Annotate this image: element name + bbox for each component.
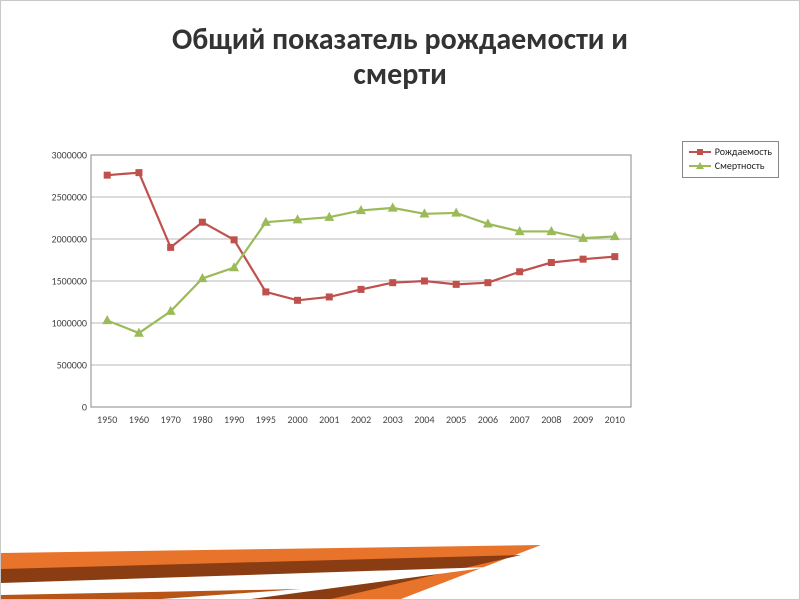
x-tick-label: 2004: [414, 413, 434, 426]
y-tick-label: 2500000: [27, 191, 87, 204]
x-tick-label: 2002: [351, 413, 371, 426]
legend: Рождаемость Смертность: [682, 141, 779, 178]
x-tick-label: 2009: [573, 413, 593, 426]
x-tick-label: 2001: [319, 413, 339, 426]
y-tick-label: 0: [27, 401, 87, 414]
legend-label: Смертность: [715, 159, 765, 173]
decorative-wedge: [1, 509, 561, 599]
x-tick-label: 2010: [605, 413, 625, 426]
x-tick-label: 1970: [161, 413, 181, 426]
title-line-2: смерти: [353, 56, 447, 93]
legend-item: Рождаемость: [689, 145, 772, 159]
x-tick-label: 1960: [129, 413, 149, 426]
x-tick-label: 2003: [383, 413, 403, 426]
y-tick-label: 500000: [27, 359, 87, 372]
x-tick-label: 2006: [478, 413, 498, 426]
y-tick-label: 1500000: [27, 275, 87, 288]
x-tick-label: 2008: [541, 413, 561, 426]
title-line-1: Общий показатель рождаемости и: [172, 21, 628, 58]
x-tick-label: 1980: [192, 413, 212, 426]
x-tick-label: 1995: [256, 413, 276, 426]
x-tick-label: 2005: [446, 413, 466, 426]
legend-item: Смертность: [689, 159, 772, 173]
page-title: Общий показатель рождаемости и смерти: [1, 23, 799, 92]
x-tick-label: 2007: [509, 413, 529, 426]
legend-label: Рождаемость: [715, 145, 772, 159]
x-tick-label: 2000: [287, 413, 307, 426]
legend-swatch-births: [689, 147, 711, 157]
chart-container: Рождаемость Смертность 0 500000 1000000 150…: [19, 141, 783, 471]
x-tick-label: 1950: [97, 413, 117, 426]
y-tick-label: 2000000: [27, 233, 87, 246]
y-tick-label: 3000000: [27, 149, 87, 162]
y-tick-label: 1000000: [27, 317, 87, 330]
legend-swatch-deaths: [689, 161, 711, 171]
x-tick-label: 1990: [224, 413, 244, 426]
